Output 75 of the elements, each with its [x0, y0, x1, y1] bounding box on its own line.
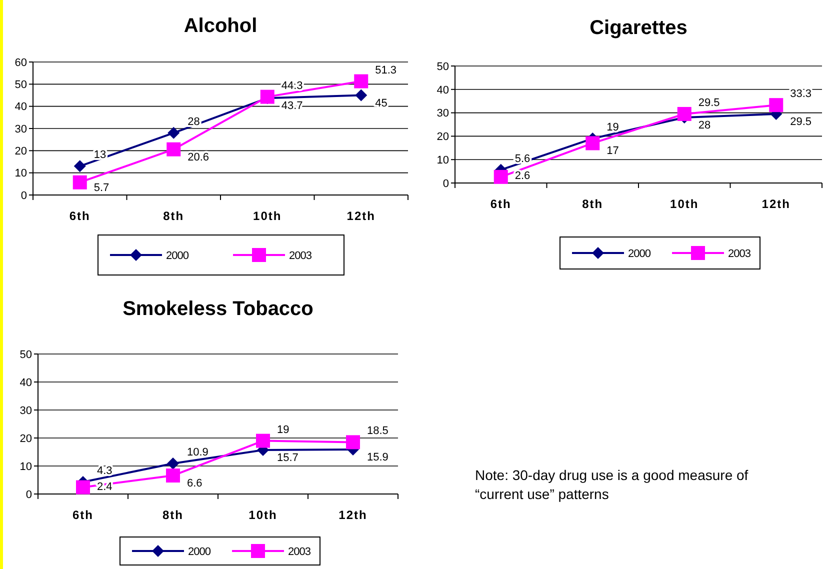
x-tick-label: 10th	[248, 508, 278, 522]
y-tick-label: 0	[442, 178, 449, 190]
point	[260, 90, 274, 104]
x-tick-label: 10th	[253, 209, 282, 223]
point	[586, 136, 600, 150]
legend-label: 2000	[628, 248, 651, 260]
x-tick-label: 12th	[346, 209, 376, 223]
legend-label: 2000	[188, 546, 211, 558]
y-tick-label: 40	[14, 101, 27, 114]
point	[355, 89, 368, 102]
point	[346, 435, 360, 450]
y-tick-label: 0	[26, 488, 32, 501]
y-tick-label: 30	[436, 108, 449, 120]
point	[76, 480, 90, 494]
data-label: 29.5	[698, 96, 720, 109]
point	[769, 98, 784, 112]
data-label: 15.9	[367, 451, 388, 464]
data-label: 20.6	[188, 151, 210, 164]
y-tick-label: 50	[20, 348, 32, 361]
data-label: 51.3	[375, 64, 397, 76]
y-tick-label: 60	[14, 56, 27, 69]
data-label: 28	[698, 119, 711, 132]
data-label: 19	[606, 122, 619, 134]
data-label: 2.6	[514, 170, 530, 182]
y-tick-label: 40	[436, 84, 449, 96]
y-tick-label: 0	[20, 190, 27, 202]
point	[72, 175, 87, 190]
data-label: 15.7	[277, 452, 298, 464]
y-tick-label: 50	[436, 60, 449, 73]
y-tick-label: 10	[436, 154, 449, 166]
y-tick-label: 10	[20, 460, 32, 473]
point	[354, 74, 368, 88]
x-tick-label: 6th	[69, 209, 90, 223]
point	[677, 106, 692, 121]
x-tick-label: 8th	[162, 508, 184, 522]
y-tick-label: 50	[14, 79, 27, 92]
data-label: 10.9	[187, 446, 208, 458]
data-label: 6.6	[187, 478, 202, 490]
point	[166, 142, 181, 156]
point	[168, 126, 180, 139]
x-tick-label: 8th	[163, 209, 184, 223]
y-tick-label: 10	[14, 168, 27, 180]
x-tick-label: 6th	[72, 508, 94, 522]
point	[166, 468, 180, 483]
point	[167, 457, 179, 470]
x-tick-label: 10th	[670, 197, 699, 211]
text: Note: 30-day drug use is a good measure of “current use” patterns	[475, 467, 748, 502]
legend-label: 2003	[289, 250, 312, 262]
y-tick-label: 40	[20, 376, 32, 389]
data-label: 19	[277, 424, 290, 436]
data-label: 28	[188, 116, 200, 128]
data-label: 29.5	[790, 116, 812, 128]
x-tick-label: 8th	[582, 197, 604, 211]
data-label: 17	[606, 145, 619, 158]
chart-title: Cigarettes	[590, 17, 688, 39]
x-tick-label: 12th	[762, 197, 790, 211]
y-tick-label: 20	[436, 131, 449, 144]
chart-title: Alcohol	[184, 15, 258, 37]
y-tick-label: 30	[20, 404, 32, 417]
legend-label: 2003	[288, 546, 311, 558]
point	[256, 434, 270, 448]
legend-label: 2003	[728, 248, 751, 260]
x-tick-label: 6th	[490, 197, 512, 211]
legend-label: 2000	[166, 250, 189, 262]
y-tick-label: 30	[14, 123, 27, 136]
point	[494, 170, 508, 184]
y-tick-label: 20	[14, 146, 27, 158]
data-label: 18.5	[367, 425, 388, 438]
data-label: 5.7	[94, 182, 110, 194]
x-tick-label: 12th	[338, 508, 368, 522]
point	[74, 160, 86, 172]
data-label: 33.3	[790, 88, 812, 100]
chart-title: Smokeless Tobacco	[122, 298, 314, 320]
data-label: 4.3	[97, 464, 112, 477]
y-tick-label: 20	[20, 432, 32, 445]
